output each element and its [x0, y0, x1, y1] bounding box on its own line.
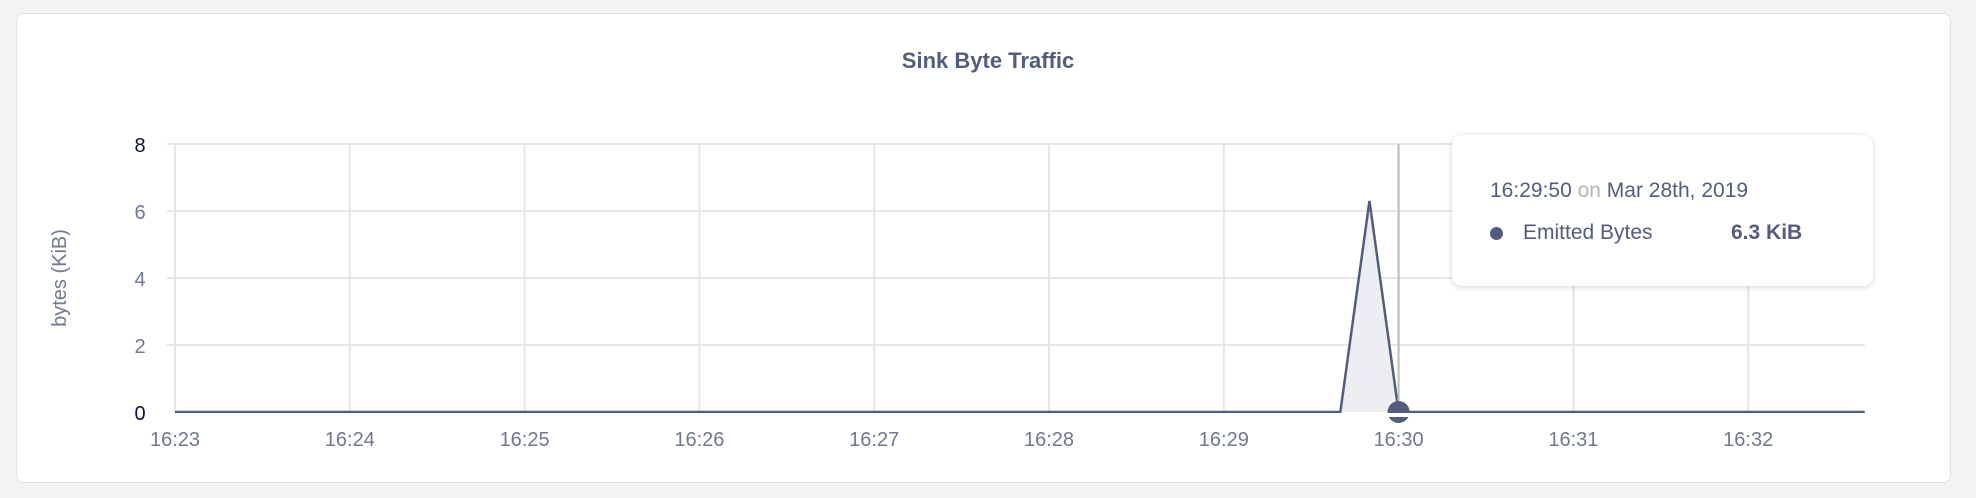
- tooltip-time: 16:29:50: [1490, 179, 1572, 202]
- tooltip-time-line: 16:29:50 on Mar 28th, 2019: [1490, 179, 1873, 203]
- axis-mask: [175, 413, 1865, 417]
- tooltip-on: on: [1577, 179, 1601, 202]
- chart-tooltip: 16:29:50 on Mar 28th, 2019 Emitted Bytes…: [1452, 135, 1873, 286]
- tooltip-value: 6.3 KiB: [1731, 221, 1803, 244]
- x-tick-label: 16:29: [1199, 429, 1249, 451]
- series-dot-icon: [1490, 226, 1503, 240]
- y-tick-label: 8: [134, 135, 145, 157]
- x-tick-label: 16:25: [500, 429, 550, 451]
- x-tick-label: 16:30: [1374, 429, 1424, 451]
- x-tick-label: 16:26: [674, 429, 724, 451]
- chart-title: Sink Byte Traffic: [901, 48, 1075, 73]
- series-line: [175, 200, 1865, 414]
- x-tick-label: 16:31: [1548, 429, 1598, 451]
- x-tick-label: 16:28: [1024, 429, 1074, 451]
- hover-point: [1387, 401, 1410, 423]
- y-tick-label: 2: [134, 336, 145, 358]
- x-tick-label: 16:23: [150, 429, 200, 451]
- y-tick-label: 4: [134, 269, 145, 291]
- x-tick-label: 16:32: [1723, 429, 1773, 451]
- tooltip-series-name: Emitted Bytes: [1523, 221, 1653, 244]
- y-axis-label: bytes (KiB): [49, 229, 71, 327]
- tooltip-series-row: Emitted Bytes 6.3 KiB: [1490, 221, 1873, 245]
- y-tick-label: 0: [134, 403, 145, 425]
- x-tick-label: 16:27: [849, 429, 899, 451]
- y-tick-label: 6: [134, 202, 145, 224]
- x-tick-label: 16:24: [325, 429, 375, 451]
- tooltip-date: Mar 28th, 2019: [1606, 179, 1749, 202]
